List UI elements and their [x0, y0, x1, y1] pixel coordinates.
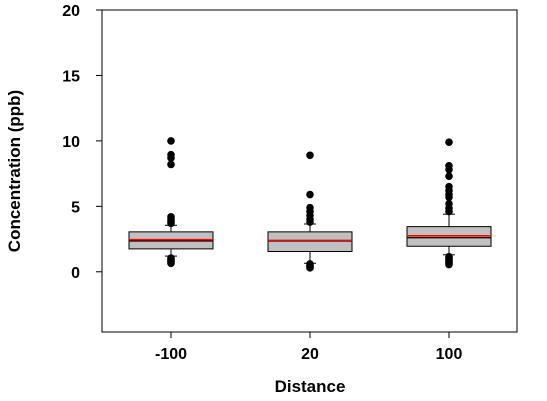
outlier-point	[445, 161, 453, 170]
box	[267, 231, 353, 253]
y-tick-label: 10	[62, 134, 80, 151]
x-tick-label: 20	[301, 346, 319, 363]
box-series	[128, 137, 492, 272]
outlier-point	[167, 213, 175, 221]
outlier-point	[167, 150, 175, 159]
outlier-point	[445, 182, 453, 191]
outlier-point	[445, 172, 453, 181]
y-tick-label: 5	[71, 199, 80, 216]
y-axis: 0 5 10 15 20	[62, 3, 102, 282]
x-tick-label: -100	[155, 346, 187, 363]
outlier-point	[306, 203, 314, 212]
outlier-point	[306, 190, 314, 199]
outlier-point	[167, 160, 175, 169]
box-group	[406, 138, 492, 269]
outlier-point	[167, 137, 175, 145]
x-axis: -100 20 100	[155, 332, 462, 363]
y-tick-label: 0	[71, 265, 80, 282]
outlier-point	[306, 260, 314, 268]
box-group	[128, 137, 214, 268]
plot-frame	[101, 9, 518, 333]
box-group	[267, 151, 353, 272]
y-axis-title: Concentration (ppb)	[5, 90, 24, 252]
outlier-point	[167, 254, 175, 262]
outlier-point	[445, 252, 453, 261]
outlier-point	[445, 138, 453, 147]
outlier-point	[445, 199, 453, 208]
outlier-point	[306, 151, 314, 160]
y-tick-label: 20	[62, 3, 80, 20]
x-tick-label: 100	[436, 346, 463, 363]
y-tick-label: 15	[62, 68, 80, 85]
x-axis-title: Distance	[275, 377, 346, 396]
